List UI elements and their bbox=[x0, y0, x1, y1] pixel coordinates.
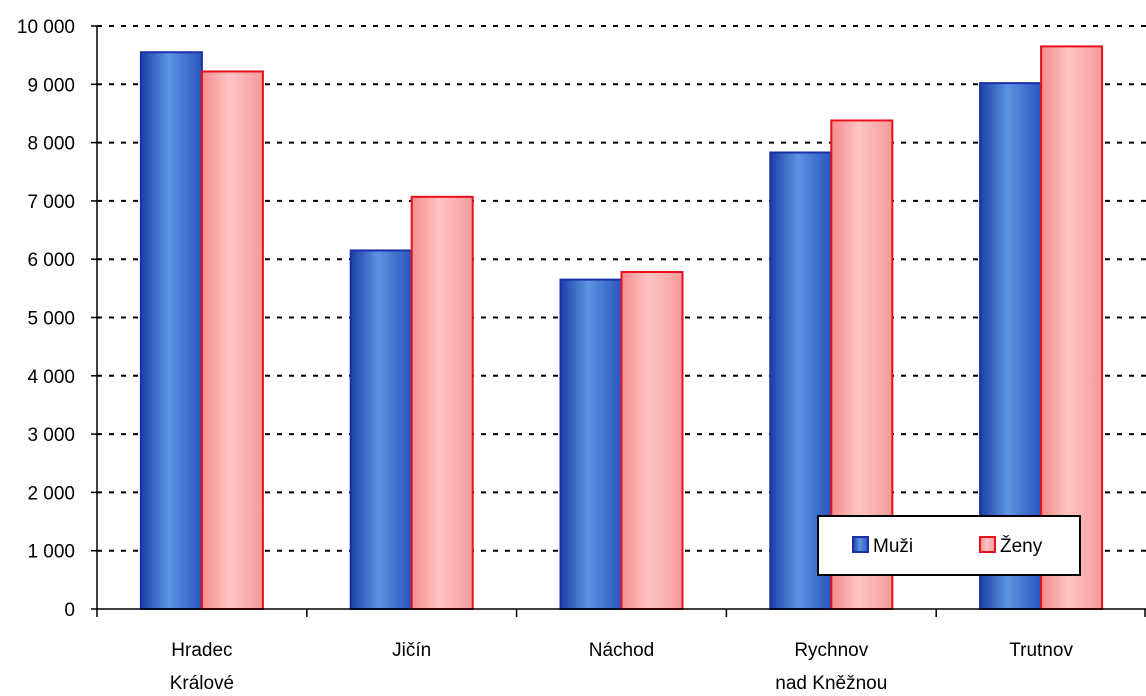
x-category-label: Náchod bbox=[589, 640, 655, 661]
bar-series-1 bbox=[559, 278, 623, 610]
legend-swatch bbox=[979, 536, 996, 553]
y-tick-label: 7 000 bbox=[27, 192, 75, 213]
y-tick-label: 0 bbox=[64, 600, 75, 621]
x-category-label: Hradec bbox=[171, 640, 232, 661]
bar-series-1 bbox=[349, 249, 413, 611]
y-tick-label: 3 000 bbox=[27, 425, 75, 446]
x-category-label: Rychnov bbox=[794, 640, 868, 661]
axes bbox=[96, 26, 1146, 617]
y-tick-label: 1 000 bbox=[27, 542, 75, 563]
x-category-label: Trutnov bbox=[1009, 640, 1073, 661]
y-tick-label: 5 000 bbox=[27, 309, 75, 330]
bar-series-1 bbox=[139, 51, 203, 611]
bars bbox=[139, 45, 1104, 611]
x-category-label: Králové bbox=[170, 673, 234, 694]
y-tick-label: 9 000 bbox=[27, 75, 75, 96]
x-axis-labels: Hradec Králové Jičín Náchod Rychnov nad Kněžn… bbox=[170, 640, 1074, 694]
legend-swatch bbox=[852, 536, 869, 553]
y-tick-label: 10 000 bbox=[17, 17, 75, 38]
y-tick-label: 4 000 bbox=[27, 367, 75, 388]
legend-label: Muži bbox=[873, 536, 913, 557]
legend: Muži Ženy bbox=[817, 515, 1081, 576]
y-tick-label: 6 000 bbox=[27, 250, 75, 271]
x-category-label: Jičín bbox=[392, 640, 431, 661]
bar-series-2 bbox=[620, 271, 684, 610]
y-tick-label: 2 000 bbox=[27, 483, 75, 504]
bar-series-2 bbox=[410, 195, 474, 610]
bar-series-2 bbox=[200, 70, 264, 610]
y-tick-label: 8 000 bbox=[27, 134, 75, 155]
y-axis-ticks: 0 1 000 2 000 3 000 4 000 5 000 6 000 7 000 8 00… bbox=[17, 17, 97, 621]
legend-label: Ženy bbox=[1000, 535, 1043, 557]
x-category-label: nad Kněžnou bbox=[775, 673, 887, 694]
